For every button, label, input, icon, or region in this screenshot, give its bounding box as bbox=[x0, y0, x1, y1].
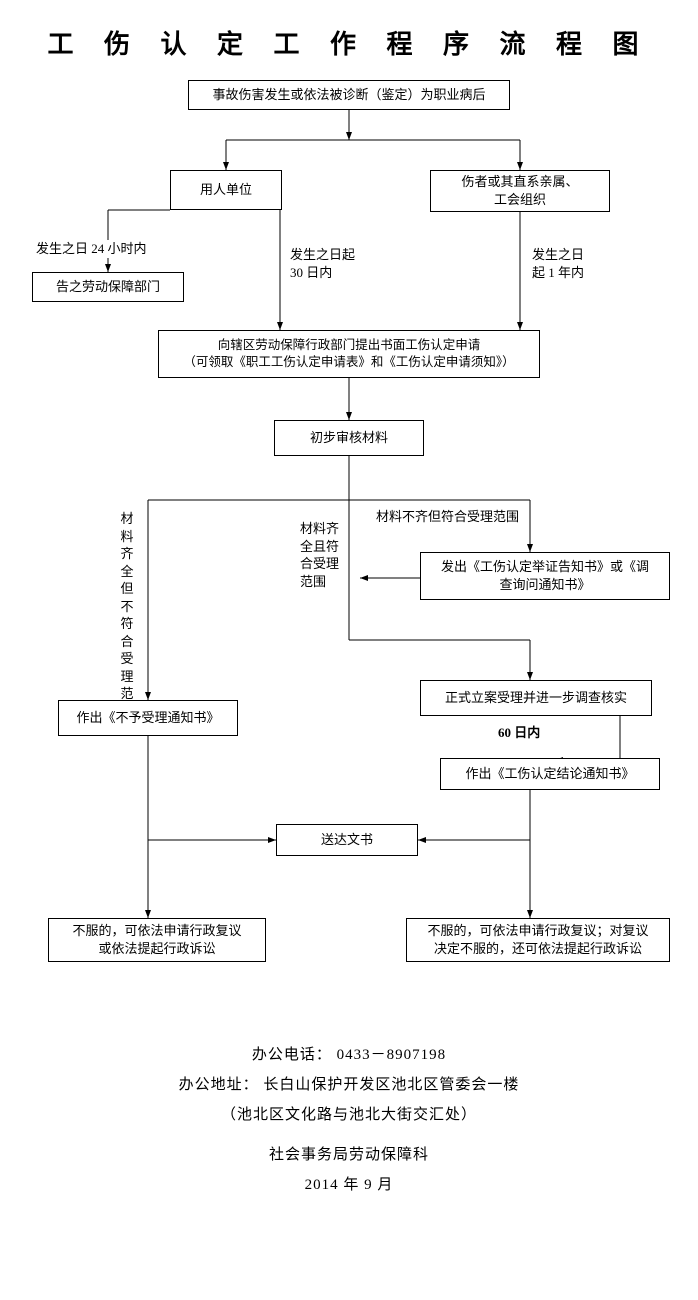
label-complete-not-in-scope: 材 料 齐 全 但 不 符 合 受 理 范 围 bbox=[120, 510, 134, 721]
footer-date: 2014 年 9 月 bbox=[0, 1170, 698, 1200]
node-injured-party: 伤者或其直系亲属、 工会组织 bbox=[430, 170, 610, 212]
label-24h: 发生之日 24 小时内 bbox=[36, 240, 147, 258]
node-reject-notice: 作出《不予受理通知书》 bbox=[58, 700, 238, 736]
node-appeal-left: 不服的，可依法申请行政复议 或依法提起行政诉讼 bbox=[48, 918, 266, 962]
page-title: 工 伤 认 定 工 作 程 序 流 程 图 bbox=[0, 24, 698, 61]
footer-block: 办公电话： 0433－8907198 办公地址： 长白山保护开发区池北区管委会一… bbox=[0, 1040, 698, 1200]
node-start: 事故伤害发生或依法被诊断（鉴定）为职业病后 bbox=[188, 80, 510, 110]
node-conclusion-notice: 作出《工伤认定结论通知书》 bbox=[440, 758, 660, 790]
node-formal-filing: 正式立案受理并进一步调查核实 bbox=[420, 680, 652, 716]
label-60days: 60 日内 bbox=[498, 724, 540, 742]
node-submit-application: 向辖区劳动保障行政部门提出书面工伤认定申请 （可领取《职工工伤认定申请表》和《工… bbox=[158, 330, 540, 378]
node-evidence-notice: 发出《工伤认定举证告知书》或《调 查询问通知书》 bbox=[420, 552, 670, 600]
footer-addr2: （池北区文化路与池北大街交汇处） bbox=[0, 1100, 698, 1130]
node-preliminary-review: 初步审核材料 bbox=[274, 420, 424, 456]
node-notify-dept: 告之劳动保障部门 bbox=[32, 272, 184, 302]
footer-phone: 0433－8907198 bbox=[337, 1047, 447, 1063]
node-deliver-documents: 送达文书 bbox=[276, 824, 418, 856]
footer-dept: 社会事务局劳动保障科 bbox=[0, 1140, 698, 1170]
node-appeal-right: 不服的，可依法申请行政复议；对复议 决定不服的，还可依法提起行政诉讼 bbox=[406, 918, 670, 962]
label-complete-in-scope: 材料齐 全且符 合受理 范围 bbox=[300, 520, 346, 590]
footer-addr-label: 办公地址： bbox=[179, 1077, 259, 1093]
footer-addr1: 长白山保护开发区池北区管委会一楼 bbox=[263, 1077, 519, 1093]
label-incomplete-in-scope: 材料不齐但符合受理范围 bbox=[376, 508, 519, 526]
footer-phone-label: 办公电话： bbox=[252, 1047, 332, 1063]
label-30days: 发生之日起 30 日内 bbox=[290, 246, 355, 281]
flowchart-canvas: 工 伤 认 定 工 作 程 序 流 程 图 bbox=[0, 0, 698, 1300]
node-employer: 用人单位 bbox=[170, 170, 282, 210]
label-1year: 发生之日 起 1 年内 bbox=[532, 246, 584, 281]
